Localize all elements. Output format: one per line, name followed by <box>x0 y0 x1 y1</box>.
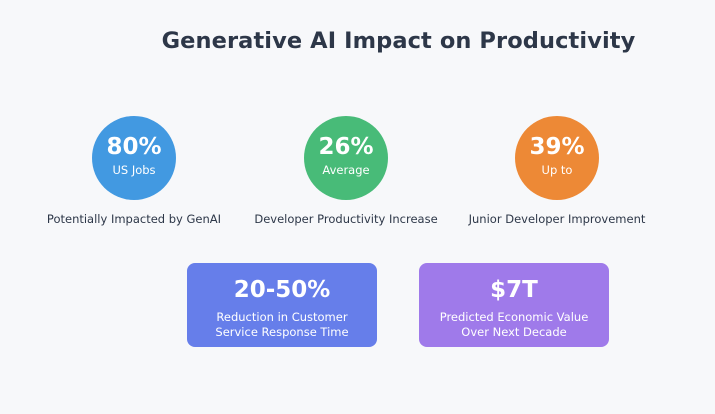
stat-sublabel: Up to <box>541 163 573 177</box>
highlight-card-response-time: 20-50% Reduction in Customer Service Res… <box>187 263 377 347</box>
highlight-description-line: Predicted Economic Value <box>439 310 589 324</box>
stat-us-jobs: 80% US Jobs Potentially Impacted by GenA… <box>34 116 234 226</box>
stat-value: 26% <box>318 134 374 160</box>
stat-junior-developer: 39% Up to Junior Developer Improvement <box>457 116 657 226</box>
stat-caption: Junior Developer Improvement <box>468 212 646 226</box>
stat-value: 39% <box>529 134 585 160</box>
highlight-value: $7T <box>490 277 538 303</box>
highlight-description: Predicted Economic Value Over Next Decad… <box>419 310 609 340</box>
highlight-description: Reduction in Customer Service Response T… <box>187 310 377 340</box>
stat-sublabel: Average <box>322 163 370 177</box>
highlight-value: 20-50% <box>233 277 331 303</box>
highlight-description-line: Over Next Decade <box>461 325 567 339</box>
stat-circle: 26% Average <box>304 116 388 200</box>
stat-caption: Potentially Impacted by GenAI <box>46 212 222 226</box>
stat-circle: 80% US Jobs <box>92 116 176 200</box>
highlight-description-line: Reduction in Customer <box>216 310 348 324</box>
stat-circle: 39% Up to <box>515 116 599 200</box>
stat-value: 80% <box>106 134 162 160</box>
highlight-card-economic-value: $7T Predicted Economic Value Over Next D… <box>419 263 609 347</box>
highlight-description-line: Service Response Time <box>215 325 349 339</box>
stat-sublabel: US Jobs <box>112 163 156 177</box>
stat-developer-productivity: 26% Average Developer Productivity Incre… <box>246 116 446 226</box>
stat-caption: Developer Productivity Increase <box>254 212 438 226</box>
page-title: Generative AI Impact on Productivity <box>161 28 636 54</box>
